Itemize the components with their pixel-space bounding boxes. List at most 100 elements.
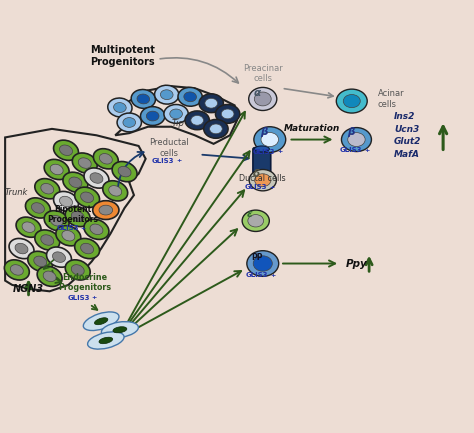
- Ellipse shape: [164, 104, 188, 123]
- Ellipse shape: [41, 235, 54, 245]
- Ellipse shape: [22, 222, 35, 233]
- Ellipse shape: [253, 256, 273, 271]
- Text: GLIS3: GLIS3: [245, 184, 267, 191]
- Ellipse shape: [37, 266, 62, 287]
- Ellipse shape: [254, 127, 286, 152]
- Ellipse shape: [60, 196, 73, 207]
- Ellipse shape: [99, 205, 113, 215]
- Ellipse shape: [28, 251, 53, 271]
- Ellipse shape: [88, 332, 124, 349]
- Ellipse shape: [261, 132, 279, 147]
- Ellipse shape: [131, 90, 155, 108]
- Ellipse shape: [255, 146, 269, 152]
- Ellipse shape: [63, 172, 88, 192]
- Ellipse shape: [242, 210, 269, 232]
- Ellipse shape: [31, 203, 45, 213]
- Ellipse shape: [4, 260, 29, 280]
- Ellipse shape: [93, 149, 118, 169]
- Ellipse shape: [343, 94, 360, 108]
- Ellipse shape: [255, 174, 271, 187]
- Ellipse shape: [123, 118, 136, 127]
- Ellipse shape: [71, 211, 84, 222]
- Ellipse shape: [35, 230, 60, 250]
- FancyBboxPatch shape: [253, 148, 271, 173]
- Ellipse shape: [99, 337, 113, 344]
- Ellipse shape: [337, 89, 367, 113]
- Ellipse shape: [113, 327, 127, 333]
- Ellipse shape: [248, 215, 264, 227]
- Ellipse shape: [247, 251, 279, 276]
- Text: Acinar
cells: Acinar cells: [377, 89, 404, 109]
- Ellipse shape: [204, 120, 228, 138]
- Ellipse shape: [84, 168, 109, 188]
- Ellipse shape: [34, 256, 47, 267]
- Ellipse shape: [10, 265, 23, 275]
- Ellipse shape: [108, 98, 132, 117]
- Ellipse shape: [100, 154, 112, 164]
- Ellipse shape: [26, 198, 50, 218]
- Ellipse shape: [221, 109, 234, 119]
- Text: PP: PP: [251, 252, 263, 262]
- Text: GLIS3: GLIS3: [152, 158, 174, 164]
- Ellipse shape: [249, 169, 276, 191]
- Ellipse shape: [74, 239, 100, 259]
- Ellipse shape: [72, 153, 97, 173]
- Text: +: +: [81, 226, 86, 231]
- Ellipse shape: [90, 173, 103, 183]
- Text: Tip: Tip: [172, 119, 184, 128]
- Ellipse shape: [56, 226, 81, 246]
- Text: Ppy: Ppy: [346, 259, 367, 268]
- Ellipse shape: [15, 243, 28, 254]
- Ellipse shape: [109, 186, 122, 196]
- Text: δ: δ: [253, 169, 260, 179]
- Ellipse shape: [71, 265, 84, 275]
- Text: Ductal cells: Ductal cells: [238, 174, 285, 184]
- Text: +: +: [364, 148, 369, 153]
- Ellipse shape: [117, 113, 141, 132]
- Ellipse shape: [54, 140, 79, 160]
- Text: Multipotent
Progenitors: Multipotent Progenitors: [90, 45, 155, 67]
- Ellipse shape: [65, 207, 90, 226]
- Ellipse shape: [60, 145, 73, 155]
- Ellipse shape: [103, 181, 128, 201]
- Ellipse shape: [44, 159, 69, 180]
- Ellipse shape: [160, 90, 173, 100]
- Ellipse shape: [83, 312, 119, 330]
- Ellipse shape: [348, 132, 365, 146]
- Text: Bipotent
Progenitors: Bipotent Progenitors: [47, 205, 99, 224]
- Ellipse shape: [170, 109, 182, 119]
- Ellipse shape: [118, 166, 131, 177]
- Text: Endocrine
Progenitors: Endocrine Progenitors: [58, 273, 111, 292]
- Ellipse shape: [178, 87, 202, 106]
- Text: +: +: [277, 149, 283, 154]
- Text: GLIS3: GLIS3: [253, 149, 275, 155]
- Ellipse shape: [255, 92, 271, 106]
- Ellipse shape: [54, 191, 79, 212]
- Text: GLIS3: GLIS3: [56, 226, 79, 232]
- Ellipse shape: [210, 124, 222, 134]
- Ellipse shape: [78, 158, 91, 168]
- Ellipse shape: [74, 187, 100, 207]
- Ellipse shape: [249, 87, 277, 110]
- Text: GLIS3: GLIS3: [246, 272, 268, 278]
- Text: +: +: [270, 272, 275, 278]
- Ellipse shape: [185, 111, 210, 130]
- Ellipse shape: [65, 260, 90, 280]
- Ellipse shape: [140, 107, 165, 126]
- Ellipse shape: [205, 98, 218, 108]
- Ellipse shape: [50, 164, 63, 175]
- Ellipse shape: [191, 116, 203, 125]
- Ellipse shape: [16, 217, 41, 237]
- Ellipse shape: [50, 216, 63, 226]
- Ellipse shape: [93, 200, 119, 220]
- Ellipse shape: [184, 92, 197, 102]
- Text: β: β: [260, 127, 267, 137]
- Ellipse shape: [62, 230, 75, 241]
- Ellipse shape: [341, 128, 372, 152]
- Ellipse shape: [146, 111, 159, 121]
- Text: Trunk: Trunk: [5, 188, 28, 197]
- Text: +: +: [269, 185, 274, 190]
- Text: GLIS3: GLIS3: [67, 295, 90, 301]
- Ellipse shape: [46, 247, 72, 267]
- Text: ε: ε: [247, 210, 253, 220]
